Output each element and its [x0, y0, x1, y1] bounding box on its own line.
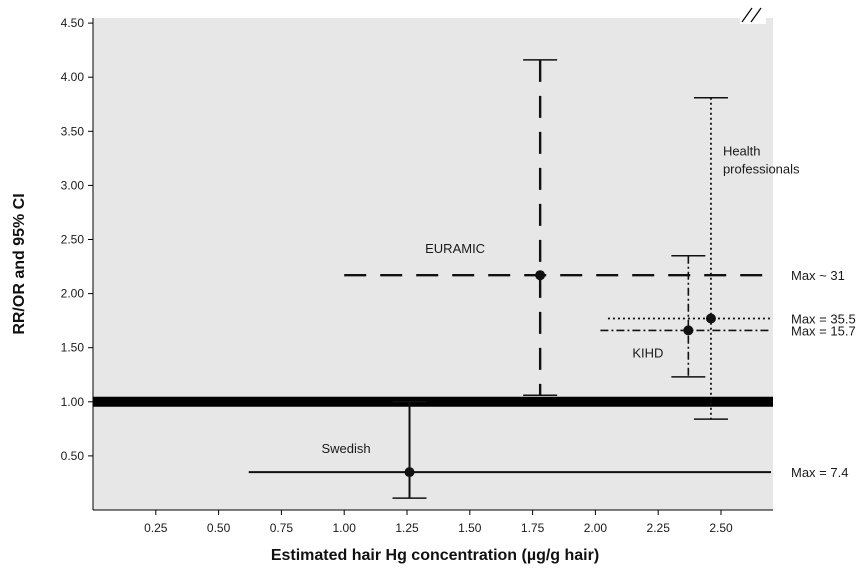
y-axis-label: RR/OR and 95% CI: [11, 193, 28, 334]
axis-break-mark: [740, 6, 766, 24]
x-tick-label: 1.00: [333, 521, 357, 535]
x-tick-label: 0.25: [144, 521, 168, 535]
x-tick-label: 0.50: [207, 521, 231, 535]
series-label: Swedish: [322, 441, 371, 456]
y-tick-label: 1.00: [61, 395, 85, 409]
series-label: EURAMIC: [425, 241, 485, 256]
series-health-professionals: Health professionals Max = 35.5: [607, 97, 856, 420]
series-label: Health: [723, 143, 761, 158]
series-label: professionals: [723, 161, 800, 176]
x-tick-label: 1.25: [395, 521, 419, 535]
series-kihd: KIHD Max = 15.7: [600, 254, 856, 378]
x-axis-label: Estimated hair Hg concentration (µg/g ha…: [271, 547, 599, 564]
max-note: Max = 7.4: [791, 465, 848, 480]
plot-area: [93, 18, 773, 510]
y-tick-label: 4.50: [61, 16, 85, 30]
x-tick-label: 2.50: [709, 521, 733, 535]
max-note: Max = 15.7: [791, 323, 856, 338]
point-estimate: [535, 270, 546, 281]
y-tick-label: 3.50: [61, 124, 85, 138]
max-note: Max ~ 31: [791, 268, 845, 283]
x-tick-label: 2.25: [647, 521, 671, 535]
y-tick-label: 1.50: [61, 341, 85, 355]
point-estimate: [404, 467, 415, 478]
y-tick-label: 3.00: [61, 178, 85, 192]
point-estimate: [705, 313, 716, 324]
y-tick-label: 0.50: [61, 449, 85, 463]
x-tick-label: 1.50: [458, 521, 482, 535]
y-tick-label: 4.00: [61, 70, 85, 84]
x-tick-label: 2.00: [584, 521, 608, 535]
max-note: Max = 35.5: [791, 311, 856, 326]
series-euramic: EURAMIC Max ~ 31: [344, 59, 845, 397]
y-tick-label: 2.00: [61, 287, 85, 301]
y-tick-label: 2.50: [61, 233, 85, 247]
point-estimate: [683, 325, 694, 336]
series-swedish: Swedish Max = 7.4: [248, 401, 848, 499]
series-label: KIHD: [632, 345, 663, 360]
x-tick-label: 0.75: [270, 521, 294, 535]
x-tick-label: 1.75: [521, 521, 545, 535]
